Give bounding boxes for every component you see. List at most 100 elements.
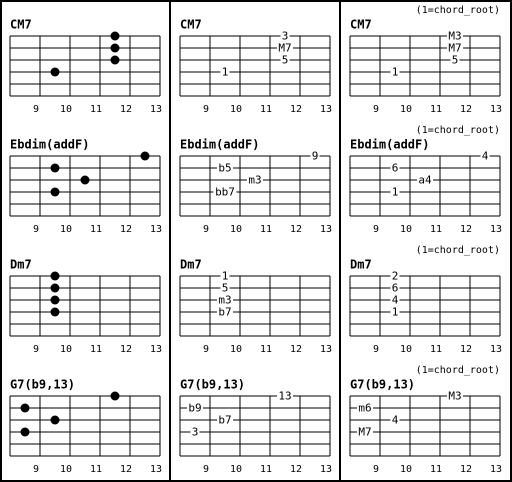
interval-label: 5 xyxy=(452,54,459,67)
label-background xyxy=(213,186,237,198)
finger-dot xyxy=(50,271,60,281)
fret-number: 10 xyxy=(230,104,242,115)
label-background xyxy=(277,42,293,54)
fret-number: 9 xyxy=(33,344,39,355)
fret-number: 13 xyxy=(490,344,502,355)
fret-number: 9 xyxy=(33,224,39,235)
fret-number: 9 xyxy=(203,224,209,235)
fret-number: 11 xyxy=(90,104,102,115)
chord-name: Ebdim(addF) xyxy=(180,138,259,152)
fret-number: 13 xyxy=(150,104,162,115)
chord-name: G7(b9,13) xyxy=(10,378,75,392)
interval-label: 6 xyxy=(392,162,399,175)
label-background xyxy=(447,30,463,42)
interval-label: M3 xyxy=(448,390,461,403)
fret-number: 10 xyxy=(400,464,412,475)
interval-label: 9 xyxy=(312,150,319,163)
fret-number: 9 xyxy=(33,464,39,475)
fret-number: 13 xyxy=(150,464,162,475)
label-background xyxy=(190,426,200,438)
interval-label: 4 xyxy=(392,294,399,307)
interval-label: 3 xyxy=(282,30,289,43)
finger-dot xyxy=(20,427,30,437)
interval-label: b9 xyxy=(188,402,201,415)
fret-number: 10 xyxy=(230,464,242,475)
fret-number: 13 xyxy=(320,224,332,235)
fret-number: 11 xyxy=(260,344,272,355)
fret-number: 11 xyxy=(90,464,102,475)
root-note: (1=chord_root) xyxy=(416,5,500,16)
fret-number: 13 xyxy=(320,464,332,475)
root-note: (1=chord_root) xyxy=(416,125,500,136)
fret-number: 10 xyxy=(60,344,72,355)
finger-dot xyxy=(50,295,60,305)
fret-number: 12 xyxy=(290,464,302,475)
fret-number: 11 xyxy=(430,224,442,235)
finger-dot xyxy=(50,283,60,293)
fret-number: 11 xyxy=(260,104,272,115)
finger-dot xyxy=(50,187,60,197)
fret-number: 9 xyxy=(373,224,379,235)
label-background xyxy=(357,402,373,414)
finger-dot xyxy=(80,175,90,185)
finger-dot xyxy=(50,67,60,77)
label-background xyxy=(417,174,433,186)
interval-label: m3 xyxy=(248,174,261,187)
fret-number: 10 xyxy=(60,104,72,115)
finger-dot xyxy=(140,151,150,161)
label-background xyxy=(187,402,203,414)
interval-label: 2 xyxy=(392,270,399,283)
fret-number: 10 xyxy=(400,224,412,235)
fret-number: 9 xyxy=(203,464,209,475)
interval-label: M7 xyxy=(358,426,371,439)
fret-number: 11 xyxy=(90,344,102,355)
label-background xyxy=(450,54,460,66)
interval-label: b7 xyxy=(218,414,231,427)
interval-label: 5 xyxy=(282,54,289,67)
finger-dot xyxy=(20,403,30,413)
fret-number: 12 xyxy=(120,104,132,115)
label-background xyxy=(277,390,293,402)
label-background xyxy=(390,414,400,426)
fret-number: 13 xyxy=(320,104,332,115)
interval-label: 1 xyxy=(222,270,229,283)
chord-name: G7(b9,13) xyxy=(350,378,415,392)
label-background xyxy=(390,282,400,294)
fret-number: 12 xyxy=(460,104,472,115)
chord-name: Dm7 xyxy=(180,258,202,272)
label-background xyxy=(217,162,233,174)
interval-label: b5 xyxy=(218,162,231,175)
fret-number: 12 xyxy=(460,224,472,235)
chord-name: Dm7 xyxy=(350,258,372,272)
root-note: (1=chord_root) xyxy=(416,365,500,376)
fret-number: 13 xyxy=(150,224,162,235)
fret-number: 11 xyxy=(430,104,442,115)
interval-label: 1 xyxy=(392,306,399,319)
fret-number: 12 xyxy=(120,224,132,235)
fret-number: 11 xyxy=(430,344,442,355)
fret-number: 10 xyxy=(60,464,72,475)
fret-number: 10 xyxy=(230,344,242,355)
chord-name: Dm7 xyxy=(10,258,32,272)
label-background xyxy=(447,42,463,54)
label-background xyxy=(357,426,373,438)
interval-label: M7 xyxy=(448,42,461,55)
finger-dot xyxy=(50,163,60,173)
fret-number: 12 xyxy=(120,464,132,475)
interval-label: 1 xyxy=(392,186,399,199)
label-background xyxy=(280,30,290,42)
label-background xyxy=(390,162,400,174)
label-background xyxy=(390,306,400,318)
fret-number: 9 xyxy=(203,344,209,355)
fret-number: 10 xyxy=(230,224,242,235)
fret-number: 13 xyxy=(490,104,502,115)
interval-label: 6 xyxy=(392,282,399,295)
chord-name: CM7 xyxy=(180,18,202,32)
interval-label: a4 xyxy=(418,174,432,187)
chord-name: Ebdim(addF) xyxy=(350,138,429,152)
fret-number: 9 xyxy=(33,104,39,115)
label-background xyxy=(390,294,400,306)
interval-label: M7 xyxy=(278,42,291,55)
interval-label: b7 xyxy=(218,306,231,319)
